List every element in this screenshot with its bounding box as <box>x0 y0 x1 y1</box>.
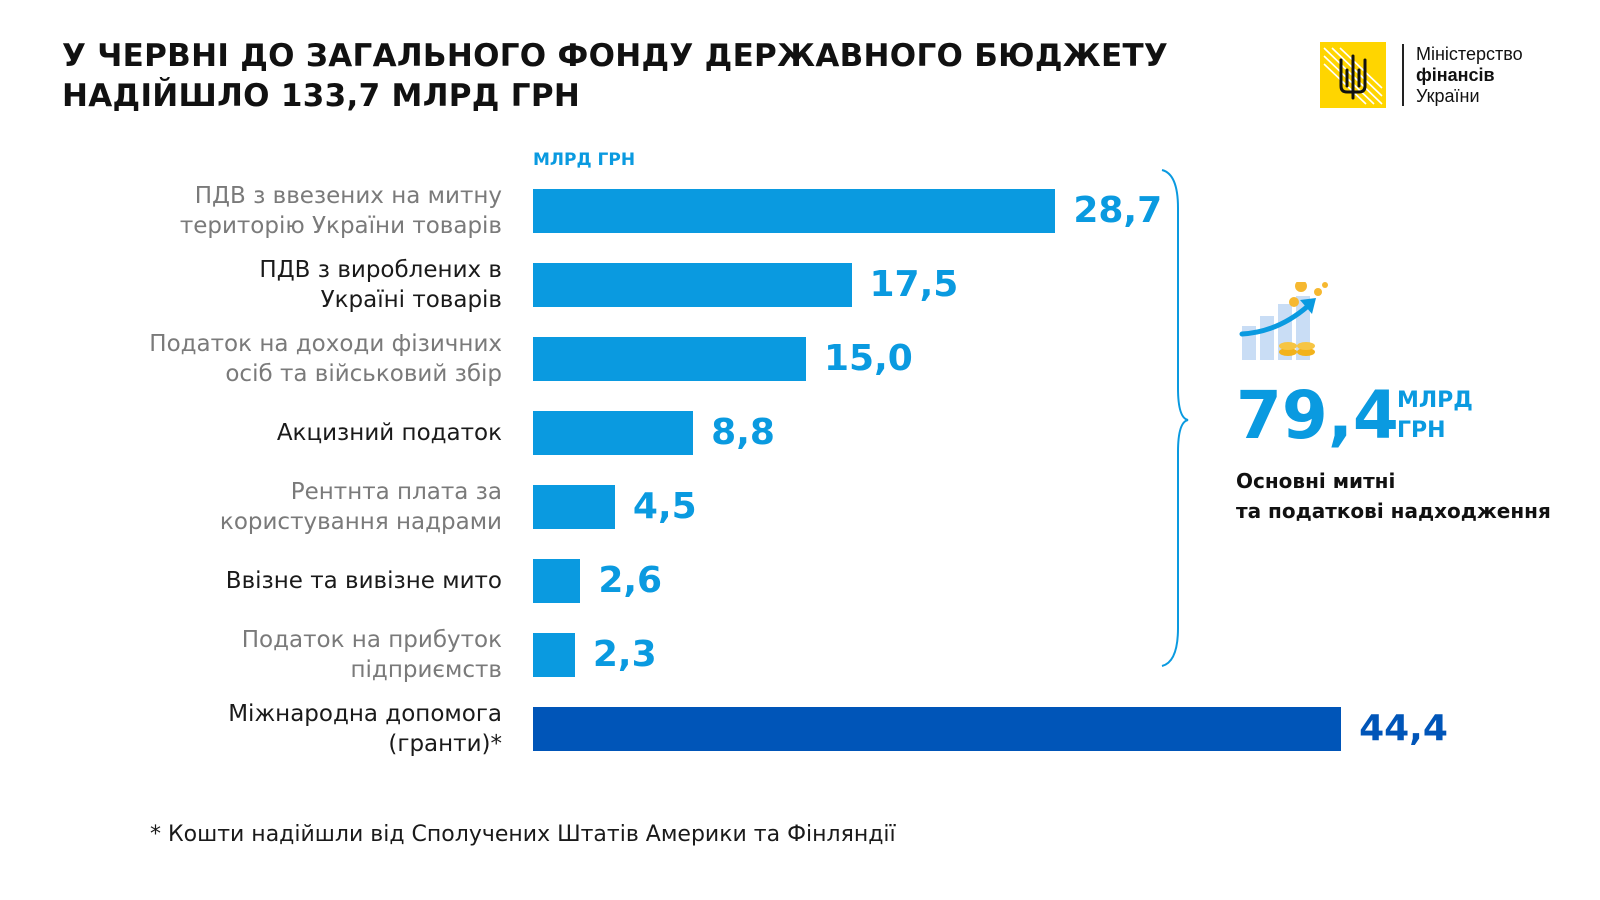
category-label: ПДВ з вироблених в Україні товарів <box>60 255 502 315</box>
logo-text: Міністерство фінансів України <box>1416 44 1523 107</box>
category-label-line: Податок на доходи фізичних <box>149 331 502 357</box>
category-label: Податок на прибуток підприємств <box>60 625 502 685</box>
logo-line-2: фінансів <box>1416 65 1495 85</box>
summary-caption-line-1: Основні митні <box>1236 469 1396 493</box>
bar <box>533 337 806 381</box>
chart-unit-label: МЛРД ГРН <box>533 150 636 170</box>
bar <box>533 707 1342 751</box>
category-label-line: підприємств <box>350 657 503 683</box>
summary-caption: Основні митні та податкові надходження <box>1236 466 1596 526</box>
value-label: 44,4 <box>1359 708 1448 749</box>
logo-divider <box>1402 44 1404 106</box>
value-label: 2,3 <box>592 634 657 675</box>
summary-unit: МЛРД ГРН <box>1397 386 1497 446</box>
summary-caption-line-2: та податкові надходження <box>1236 499 1551 523</box>
bar <box>533 411 694 455</box>
logo-line-3: України <box>1416 86 1480 106</box>
footnote: * Кошти надійшли від Сполучених Штатів А… <box>150 822 896 847</box>
value-label: 17,5 <box>869 264 959 305</box>
category-label-line: Міжнародна допомога <box>228 701 502 727</box>
category-label: ПДВ з ввезених на митну територію України… <box>60 181 502 241</box>
category-label-line: користування надрами <box>219 509 502 535</box>
bar <box>533 263 852 307</box>
category-label-line: (гранти)* <box>388 731 502 757</box>
category-label-line: ПДВ з вироблених в <box>259 257 502 283</box>
value-label: 4,5 <box>632 486 697 527</box>
ministry-logo: Міністерство фінансів України <box>1320 42 1580 108</box>
category-label-line: Україні товарів <box>320 287 502 313</box>
bar <box>533 559 581 603</box>
category-label-line: Рентнта плата за <box>290 479 502 505</box>
bar <box>533 189 1056 233</box>
value-label: 8,8 <box>711 412 775 453</box>
category-label-line: Ввізне та вивізне мито <box>225 568 502 594</box>
value-label: 28,7 <box>1073 190 1163 231</box>
category-label: Акцизний податок <box>60 418 502 448</box>
group-brace <box>1161 169 1189 667</box>
value-label: 15,0 <box>824 338 913 379</box>
title-line-2: НАДІЙШЛО 133,7 МЛРД ГРН <box>62 78 581 114</box>
category-label-line: осіб та військовий збір <box>225 361 502 387</box>
category-label-line: Акцизний податок <box>276 420 502 446</box>
summary-value: 79,4 <box>1236 377 1399 454</box>
value-label: 2,6 <box>598 560 663 601</box>
category-label: Міжнародна допомога (гранти)* <box>60 699 502 759</box>
summary-unit-line-2: ГРН <box>1397 418 1446 443</box>
summary-unit-line-1: МЛРД <box>1397 388 1473 413</box>
category-label: Рентнта плата за користування надрами <box>60 477 502 537</box>
bar <box>533 633 575 677</box>
logo-line-1: Міністерство <box>1416 44 1523 64</box>
category-label: Ввізне та вивізне мито <box>60 566 502 596</box>
category-label-line: територію України товарів <box>179 213 502 239</box>
growth-coins-icon <box>1238 280 1334 366</box>
page-title: У ЧЕРВНІ ДО ЗАГАЛЬНОГО ФОНДУ ДЕРЖАВНОГО … <box>62 36 1212 116</box>
category-label-line: Податок на прибуток <box>241 627 502 653</box>
bar <box>533 485 615 529</box>
category-label: Податок на доходи фізичних осіб та військ… <box>60 329 502 389</box>
title-line-1: У ЧЕРВНІ ДО ЗАГАЛЬНОГО ФОНДУ ДЕРЖАВНОГО … <box>62 38 1169 74</box>
trident-emblem-icon <box>1320 42 1386 108</box>
category-label-line: ПДВ з ввезених на митну <box>194 183 502 209</box>
